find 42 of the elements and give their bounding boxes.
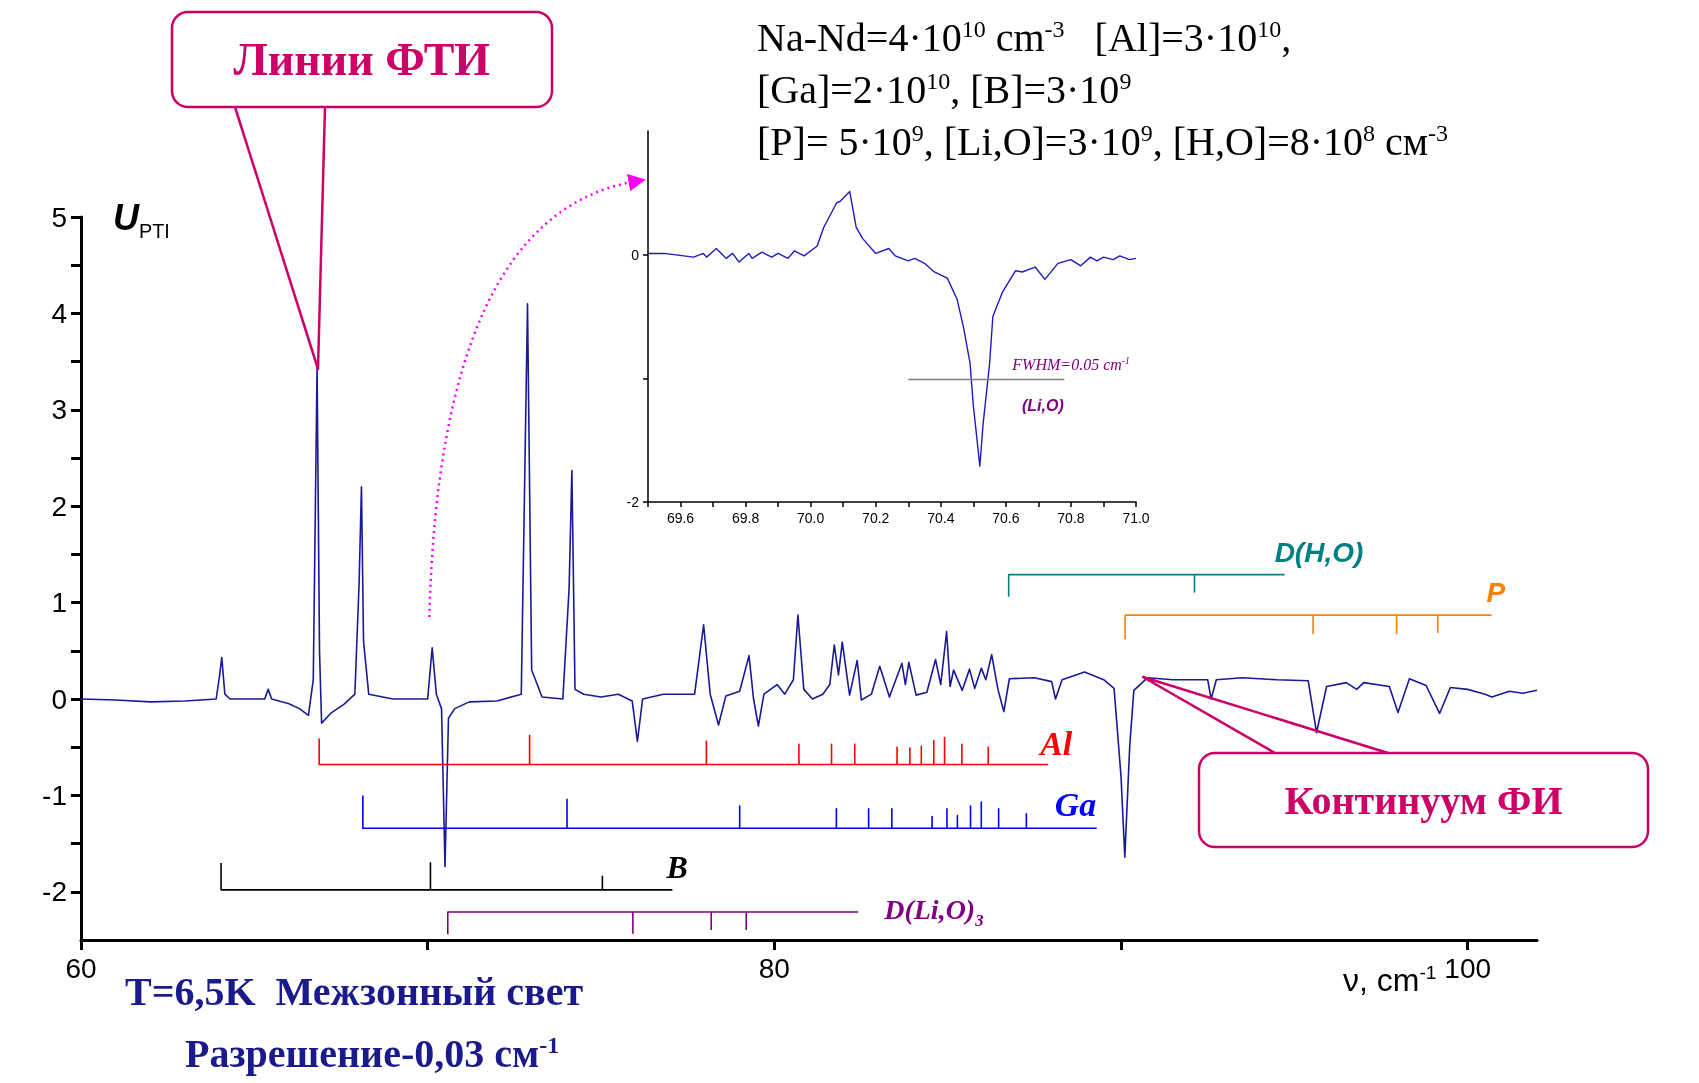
text: [Ga]=2·10$^{10}$, [B]=3·10$^{9}$ xyxy=(757,66,1132,113)
y-tick-label: 1 xyxy=(51,587,67,619)
x-tick-label: 71.0 xyxy=(1122,510,1150,526)
line-series xyxy=(362,794,1098,829)
annotation: [P]= 5·10$^{9}$, [Li,O]=3·10$^{9}$, [H,O]=8·10$^{8}$ см$^{-3}$ xyxy=(757,118,1449,165)
line-series xyxy=(647,190,1137,467)
x-tick-label: 70.8 xyxy=(1057,510,1085,526)
series-label: P xyxy=(1486,577,1506,610)
x-tick-label: 69.8 xyxy=(731,510,760,526)
annotation: (Li,O) xyxy=(1022,397,1064,415)
series-label: B xyxy=(666,848,688,886)
series-label: D(Li,O)$_{3}$ xyxy=(884,893,984,931)
x-tick-label: 70.2 xyxy=(862,510,890,526)
y-tick-label: -2 xyxy=(42,876,67,908)
x-tick-label: 69.6 xyxy=(666,510,695,526)
y-tick-label: 2 xyxy=(51,490,67,522)
x-axis-title: ν, cm$^{-1}$ xyxy=(1343,962,1437,999)
series-label: D(H,O) xyxy=(1274,536,1364,569)
x-tick-label: 70.4 xyxy=(927,510,955,526)
text: T=6,5K Межзонный свет xyxy=(125,968,584,1015)
text: Na-Nd=4·10$^{10}$ cm$^{-3}$ [Al]=3·10$^{10}$, xyxy=(757,15,1292,60)
x-tick-label: 100 xyxy=(1444,952,1492,984)
y-tick-label: 0 xyxy=(51,683,67,715)
text: Линии ФТИ xyxy=(233,33,491,86)
annotation: FWHM=0.05 cm$^{-1}$ xyxy=(1012,355,1130,375)
line-series xyxy=(1124,614,1493,641)
x-tick-label: 60 xyxy=(65,952,97,984)
y-tick-label: 3 xyxy=(51,394,67,426)
x-tick-label: 80 xyxy=(758,952,790,984)
y-tick-label: 0 xyxy=(631,246,640,263)
y-tick-label: -2 xyxy=(626,494,640,510)
annotation: Континуум ФИ xyxy=(1284,776,1563,824)
series-label: Ga xyxy=(1054,786,1097,825)
line-series xyxy=(446,911,860,936)
x-tick-label: 70.0 xyxy=(797,510,825,526)
series-label: Al xyxy=(1040,724,1073,763)
y-axis-title: U$_{PTI}$ xyxy=(113,197,170,244)
x-tick-label: 70.6 xyxy=(992,510,1020,526)
y-tick-label: 4 xyxy=(51,297,67,329)
y-tick-label: -1 xyxy=(42,779,67,811)
y-tick-label: 5 xyxy=(51,201,67,233)
text: Разрешение-0,03 см$^{-1}$ xyxy=(185,1030,560,1077)
